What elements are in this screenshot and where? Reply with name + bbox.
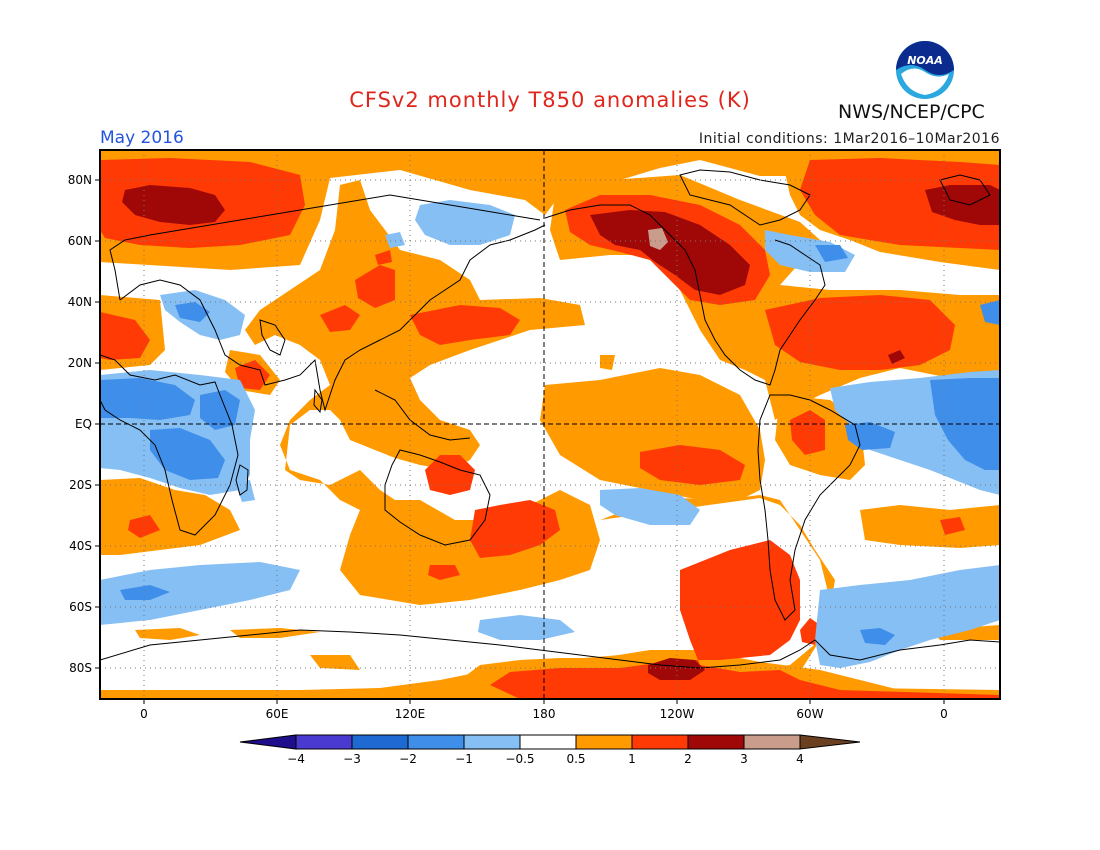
- lon-label: 60W: [796, 707, 823, 721]
- noaa-logo-icon: NOAA: [896, 41, 954, 99]
- colorbar-swatch: [295, 734, 353, 750]
- colorbar-label: 4: [796, 752, 804, 766]
- colorbar-swatch: [631, 734, 689, 750]
- org-label: NWS/NCEP/CPC: [838, 101, 985, 123]
- colorbar-swatch: [575, 734, 633, 750]
- anomaly-fill-warm-3: [648, 228, 668, 250]
- colorbar-label: 0.5: [566, 752, 585, 766]
- colorbar-swatch: [407, 734, 465, 750]
- map-gridlines: [100, 150, 1000, 699]
- lat-label: 40S: [69, 539, 92, 553]
- colorbar-label: 1: [628, 752, 636, 766]
- colorbar-label: −0.5: [505, 752, 534, 766]
- lat-label: 40N: [68, 295, 92, 309]
- colorbar-swatch: [351, 734, 409, 750]
- lat-label: 20S: [69, 478, 92, 492]
- lat-label: 60N: [68, 234, 92, 248]
- colorbar-label: 3: [740, 752, 748, 766]
- colorbar-label: −3: [343, 752, 361, 766]
- lat-label: 80N: [68, 173, 92, 187]
- colorbar-swatch: [239, 734, 297, 750]
- lon-label: 120E: [395, 707, 426, 721]
- colorbar-label: −2: [399, 752, 417, 766]
- map-title: CFSv2 monthly T850 anomalies (K): [349, 88, 751, 112]
- lon-label: 60E: [266, 707, 289, 721]
- lat-label: EQ: [75, 417, 92, 431]
- colorbar-swatch: [463, 734, 521, 750]
- axis-ticks: [95, 179, 945, 704]
- lat-label: 20N: [68, 356, 92, 370]
- colorbar-label: 2: [684, 752, 692, 766]
- noaa-logo-text: NOAA: [907, 54, 943, 67]
- colorbar-swatch: [799, 734, 861, 750]
- colorbar-swatch: [519, 734, 577, 750]
- colorbar-swatch: [687, 734, 745, 750]
- colorbar-label: −1: [455, 752, 473, 766]
- lon-label: 0: [940, 707, 948, 721]
- lon-label: 0: [140, 707, 148, 721]
- colorbar-swatch: [743, 734, 801, 750]
- lat-label: 60S: [69, 600, 92, 614]
- initial-conditions: Initial conditions: 1Mar2016–10Mar2016: [698, 131, 1000, 147]
- forecast-month: May 2016: [100, 128, 184, 148]
- lon-label: 180: [533, 707, 556, 721]
- lat-label: 80S: [69, 661, 92, 675]
- colorbar-label: −4: [287, 752, 305, 766]
- equator-dateline: [100, 150, 1000, 699]
- lon-label: 120W: [660, 707, 695, 721]
- color-bar: [239, 734, 861, 750]
